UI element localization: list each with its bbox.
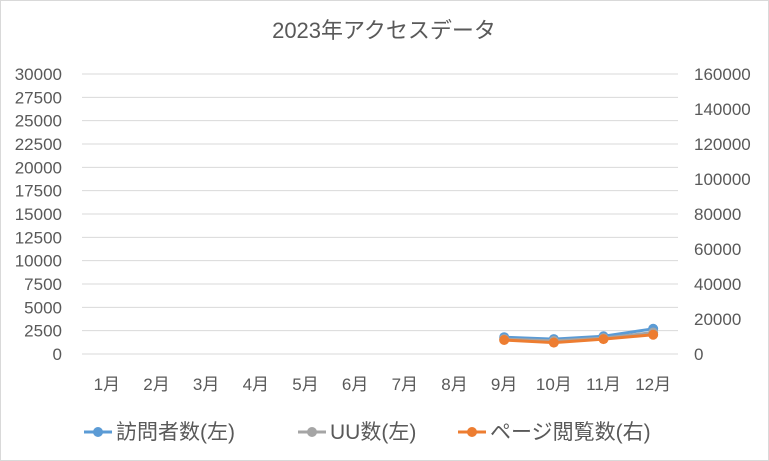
legend-label: 訪問者数(左) [116,421,235,444]
legend-swatch-marker [307,427,317,437]
right-tick-label: 100000 [694,170,751,189]
series-group [499,323,659,348]
series-line [504,327,654,341]
left-tick-label: 22500 [15,135,62,154]
left-tick-label: 5000 [24,298,62,317]
x-tick-label: 1月 [94,375,120,394]
left-tick-label: 15000 [15,205,62,224]
x-tick-label: 12月 [635,375,671,394]
x-tick-label: 3月 [193,375,219,394]
data-point [499,335,510,345]
data-point [598,334,609,345]
legend-label: ページ閲覧数(右) [490,421,651,444]
left-tick-label: 20000 [15,158,62,177]
legend: 訪問者数(左) UU数(左) ページ閲覧数(右) [84,421,651,444]
x-tick-label: 7月 [392,375,418,394]
left-tick-label: 17500 [15,182,62,201]
left-tick-label: 2500 [24,322,62,341]
right-tick-label: 40000 [694,275,741,294]
left-tick-label: 30000 [15,65,62,84]
legend-swatch-marker [467,427,477,437]
right-tick-label: 120000 [694,135,751,154]
left-axis-ticks: 0 2500 5000 7500 10000 12500 15000 17500 20000 22… [15,65,62,364]
x-tick-label: 8月 [441,375,467,394]
legend-label: UU数(左) [330,421,416,444]
chart-title: 2023年アクセスデータ [272,18,496,43]
x-tick-label: 4月 [243,375,269,394]
right-tick-label: 80000 [694,205,741,224]
data-point [548,337,559,348]
left-tick-label: 0 [53,345,62,364]
right-tick-label: 160000 [694,65,751,84]
x-tick-label: 11月 [586,375,621,394]
x-axis-ticks: 1月 2月 3月 4月 5月 6月 7月 8月 9月 10月 11月 12月 [94,375,672,394]
grid-lines [82,73,678,355]
left-tick-label: 7500 [24,275,62,294]
data-point [648,329,659,340]
right-tick-label: 20000 [694,310,741,329]
x-tick-label: 10月 [536,375,572,394]
left-tick-label: 10000 [15,252,62,271]
right-tick-label: 140000 [694,100,751,119]
left-tick-label: 27500 [15,88,62,107]
right-tick-label: 0 [694,345,703,364]
legend-swatch-marker [93,427,103,437]
right-axis-ticks: 0 20000 40000 60000 80000 100000 120000 140000 1… [694,65,751,364]
left-tick-label: 12500 [15,228,62,247]
series-line [504,333,654,345]
x-tick-label: 2月 [143,375,169,394]
right-tick-label: 60000 [694,240,741,259]
x-tick-label: 5月 [292,375,318,394]
x-tick-label: 9月 [491,375,517,394]
x-tick-label: 6月 [342,375,368,394]
left-tick-label: 25000 [15,112,62,131]
